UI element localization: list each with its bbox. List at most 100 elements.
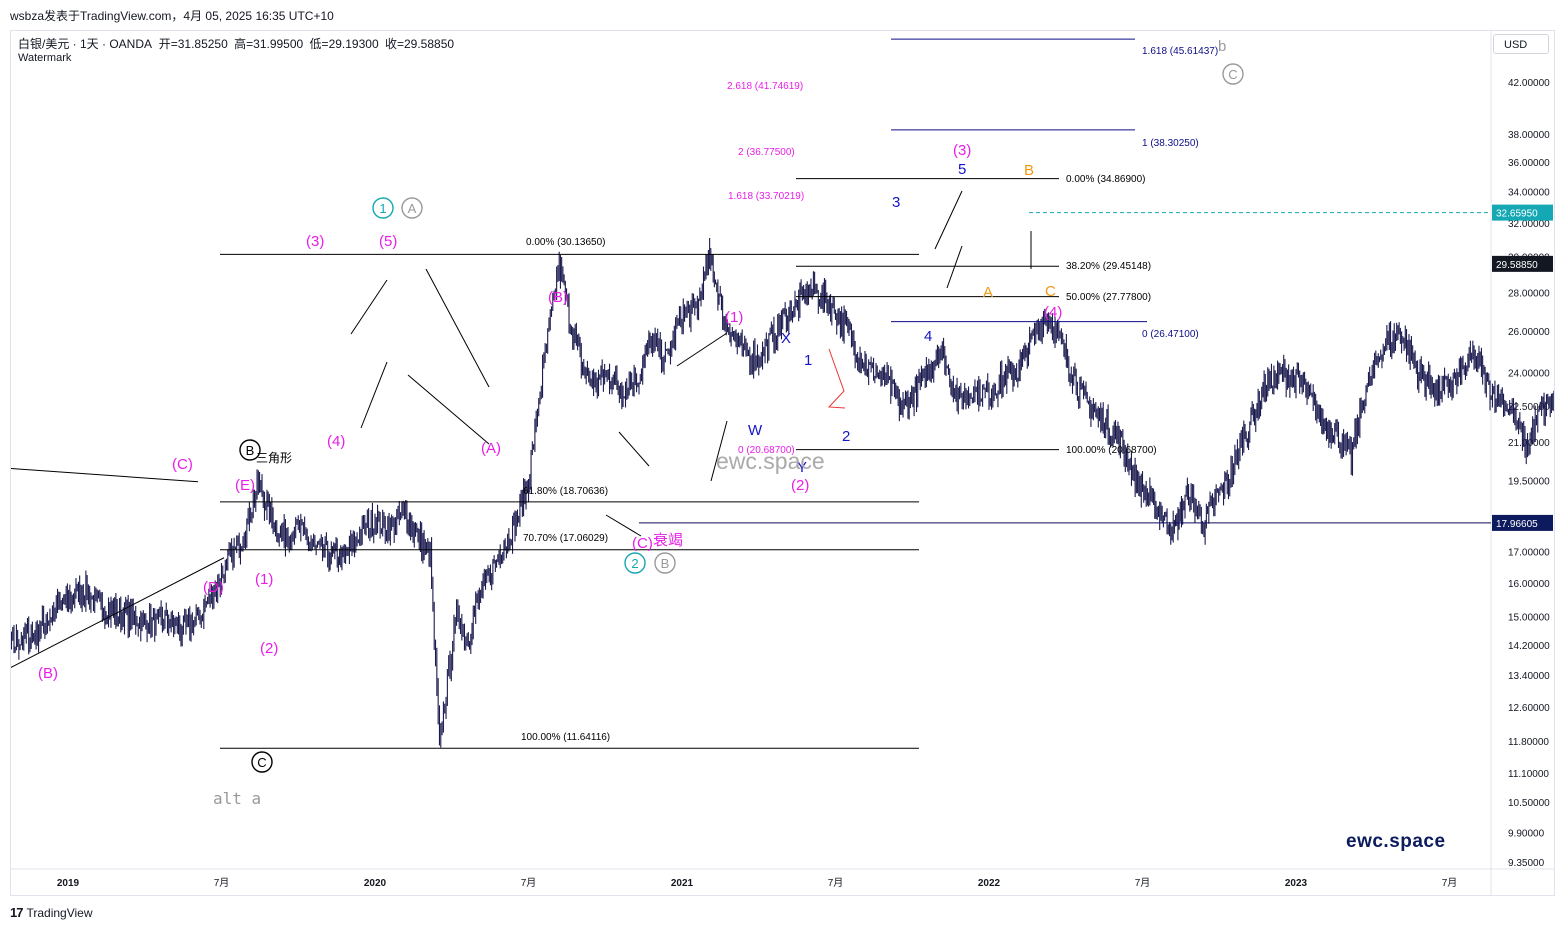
wave-line-1682 bbox=[360, 361, 388, 429]
wave-line-1684 bbox=[425, 268, 490, 388]
wave-label-1715: (4) bbox=[327, 433, 345, 450]
wave-label-1746: b bbox=[1218, 38, 1226, 55]
fib-label-1695: 70.70% (17.06029) bbox=[523, 533, 608, 544]
wave-line-1688 bbox=[710, 420, 728, 482]
wave-label-1751: C bbox=[257, 755, 266, 770]
wave-circle-1750 bbox=[251, 751, 273, 773]
wave-label-1733: A bbox=[983, 284, 993, 301]
trendline-1680 bbox=[11, 557, 225, 668]
wave-label-1741: A bbox=[408, 201, 417, 216]
y-tick-label-4: 36.00000 bbox=[1508, 158, 1550, 169]
y-tick-label-8: 28.00000 bbox=[1508, 289, 1550, 300]
wave-label-1727: Y bbox=[797, 459, 807, 476]
y-tick-label-6: 32.00000 bbox=[1508, 219, 1550, 230]
x-tick-label-35: 7月 bbox=[1442, 877, 1458, 889]
fib-label-1705: 0 (26.47100) bbox=[1142, 329, 1199, 340]
fib-label-1703: 2 (36.77500) bbox=[738, 147, 795, 158]
wave-circle-1736 bbox=[372, 197, 394, 219]
wave-line-1690 bbox=[946, 245, 963, 289]
wave-label-1722: (2) bbox=[791, 477, 809, 494]
price-marker-label-1756: 29.58850 bbox=[1496, 260, 1538, 271]
wave-label-1745: C bbox=[1228, 67, 1237, 82]
y-tick-label-19: 13.40000 bbox=[1508, 671, 1550, 682]
price-chart[interactable]: 42.00000 38.00000 36.00000 34.00000 32.00000… bbox=[11, 31, 1554, 895]
wave-label-1743: B bbox=[661, 556, 670, 571]
y-tick-label-18: 14.20000 bbox=[1508, 641, 1550, 652]
x-tick-label-32: 2022 bbox=[978, 878, 1001, 889]
publish-info: wsbza发表于TradingView.com，4月 05, 2025 16:3… bbox=[10, 9, 334, 23]
y-tick-label-24: 9.90000 bbox=[1508, 828, 1545, 839]
y-tick-label-20: 12.60000 bbox=[1508, 703, 1550, 714]
price-marker-label-1758: 17.96605 bbox=[1496, 519, 1538, 530]
x-tick-label-34: 2023 bbox=[1285, 878, 1308, 889]
y-tick-label-10: 24.00000 bbox=[1508, 369, 1550, 380]
wave-line-1685 bbox=[618, 431, 650, 467]
y-tick-label-16: 16.00000 bbox=[1508, 579, 1550, 590]
y-tick-label-2: 42.00000 bbox=[1508, 78, 1550, 89]
x-tick-label-33: 7月 bbox=[1135, 877, 1151, 889]
fib-label-1700: 100.00% (20.68700) bbox=[1066, 445, 1157, 456]
fib-label-1699: 50.00% (27.77800) bbox=[1066, 292, 1151, 303]
tradingview-footer[interactable]: 17 TradingView bbox=[10, 905, 93, 920]
wave-label-1720: 衰竭 bbox=[653, 532, 683, 549]
fib-label-1696: 100.00% (11.64116) bbox=[521, 732, 610, 743]
wave-circle-1738 bbox=[624, 552, 646, 574]
wave-label-1729: 2 bbox=[842, 428, 850, 445]
fib-label-1702: 1.618 (33.70219) bbox=[728, 191, 804, 202]
wave-label-1724: (4) bbox=[1044, 304, 1062, 321]
y-tick-label-17: 15.00000 bbox=[1508, 613, 1550, 624]
fib-label-1706: 1 (38.30250) bbox=[1142, 138, 1199, 149]
y-tick-label-3: 38.00000 bbox=[1508, 130, 1550, 141]
y-tick-label-15: 17.00000 bbox=[1508, 548, 1550, 559]
x-tick-label-27: 7月 bbox=[214, 877, 230, 889]
low-label: 低= bbox=[309, 37, 329, 51]
wave-label-1713: (2) bbox=[260, 640, 278, 657]
y-tick-label-11: 22.50000 bbox=[1508, 402, 1550, 413]
wave-label-1737: 1 bbox=[379, 201, 386, 216]
fib-label-1701: 0 (20.68700) bbox=[738, 445, 795, 456]
price-marker-bg-1755 bbox=[1492, 255, 1553, 272]
y-tick-label-23: 10.50000 bbox=[1508, 798, 1550, 809]
close-label: 收= bbox=[384, 37, 404, 51]
close-value: 29.58850 bbox=[403, 37, 455, 51]
wave-label-1709: (E) bbox=[235, 477, 255, 494]
wave-label-1723: (3) bbox=[953, 142, 971, 159]
x-tick-label-31: 7月 bbox=[828, 877, 844, 889]
y-tick-label-22: 11.10000 bbox=[1508, 769, 1549, 780]
fib-label-1704: 2.618 (41.74619) bbox=[727, 81, 803, 92]
y-tick-label-9: 26.00000 bbox=[1508, 327, 1550, 338]
currency-button[interactable]: USD bbox=[1493, 34, 1549, 54]
x-tick-label-28: 2020 bbox=[364, 878, 387, 889]
x-tick-label-26: 2019 bbox=[57, 878, 80, 889]
wave-label-1752: alt a bbox=[213, 789, 261, 808]
chart-frame[interactable]: 42.00000 38.00000 36.00000 34.00000 32.00000… bbox=[10, 30, 1555, 896]
y-tick-label-25: 9.35000 bbox=[1508, 858, 1545, 869]
wave-line-1681 bbox=[350, 279, 388, 335]
wave-line-1689 bbox=[934, 190, 963, 250]
wave-label-1730: 3 bbox=[892, 194, 900, 211]
wave-label-1718: (B) bbox=[548, 289, 568, 306]
wave-circle-1747 bbox=[239, 439, 261, 461]
wave-label-1725: W bbox=[748, 422, 763, 439]
wave-label-1721: (1) bbox=[725, 309, 743, 326]
price-marker-bg-1753 bbox=[1492, 204, 1553, 221]
brand-watermark: ewc.space bbox=[1346, 831, 1446, 852]
x-tick-label-30: 2021 bbox=[671, 878, 694, 889]
fib-label-1697: 0.00% (34.86900) bbox=[1066, 174, 1146, 185]
tradingview-brand: TradingView bbox=[26, 905, 93, 920]
wave-label-1728: 1 bbox=[804, 352, 812, 369]
wave-label-1734: B bbox=[1024, 162, 1034, 179]
wave-label-1717: (A) bbox=[481, 440, 501, 457]
open-label: 开= bbox=[158, 37, 178, 51]
wave-label-1716: (5) bbox=[379, 233, 397, 250]
fib-label-1694: 61.80% (18.70636) bbox=[523, 486, 608, 497]
red-wave-path-1691 bbox=[827, 348, 846, 409]
wave-label-1708: (C) bbox=[172, 456, 193, 473]
wave-label-1732: 5 bbox=[958, 161, 966, 178]
wave-circle-1744 bbox=[1222, 63, 1244, 85]
wave-label-1731: 4 bbox=[924, 328, 932, 345]
open-value: 31.85250 bbox=[177, 37, 228, 51]
y-tick-label-5: 34.00000 bbox=[1508, 188, 1550, 199]
symbol-name: 白银/美元 · 1天 · OANDA bbox=[18, 37, 152, 51]
wave-label-1748: B bbox=[246, 443, 255, 458]
